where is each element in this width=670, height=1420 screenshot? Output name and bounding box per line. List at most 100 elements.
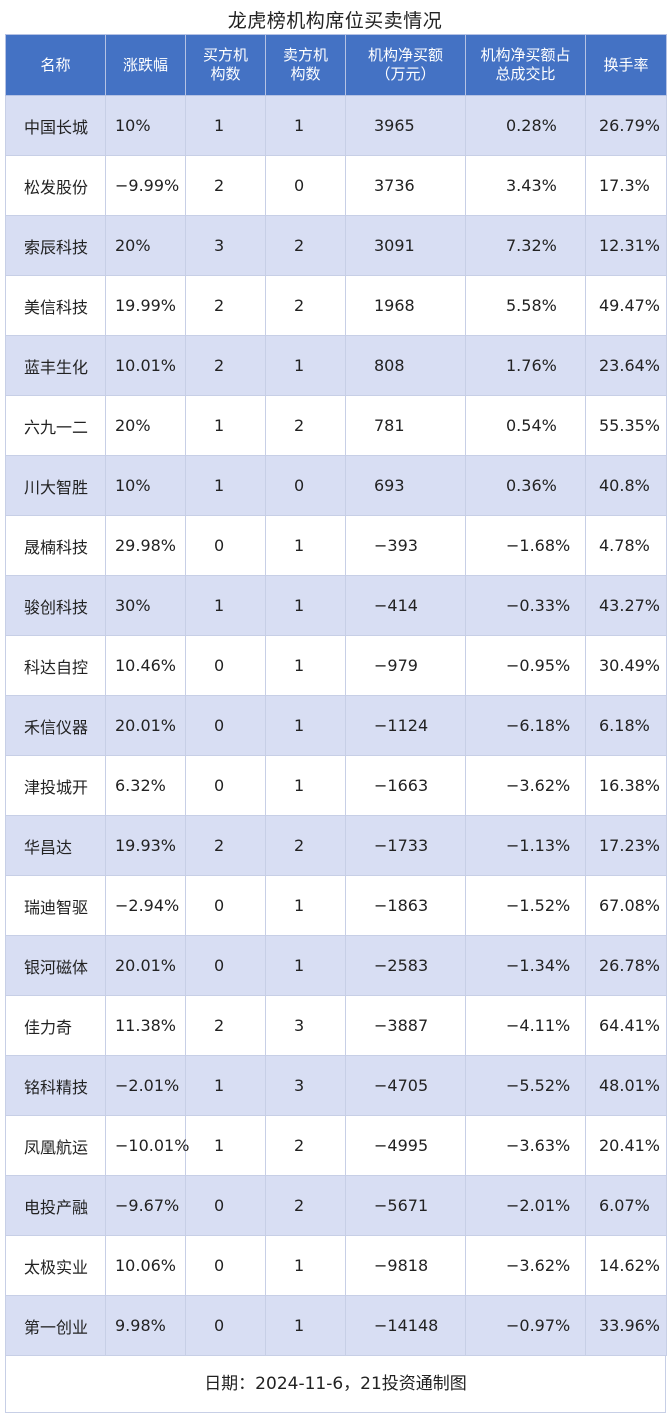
table-row: 美信科技 19.99% 2 2 1968 5.58% 49.47% xyxy=(5,275,667,336)
cell-sell-count: 2 xyxy=(265,395,346,456)
cell-name: 禾信仪器 xyxy=(5,695,106,756)
table-row: 蓝丰生化 10.01% 2 1 808 1.76% 23.64% xyxy=(5,335,667,396)
cell-net-buy: 3736 xyxy=(345,155,466,216)
cell-change: 10.06% xyxy=(105,1235,186,1296)
cell-buy-count: 0 xyxy=(185,1295,266,1356)
cell-change: −2.94% xyxy=(105,875,186,936)
cell-change: 6.32% xyxy=(105,755,186,816)
cell-name: 铭科精技 xyxy=(5,1055,106,1116)
cell-net-buy-ratio: −0.33% xyxy=(465,575,586,636)
cell-turnover: 55.35% xyxy=(585,395,667,456)
cell-net-buy-ratio: −1.34% xyxy=(465,935,586,996)
cell-turnover: 43.27% xyxy=(585,575,667,636)
cell-name: 银河磁体 xyxy=(5,935,106,996)
table-row: 瑞迪智驱 −2.94% 0 1 −1863 −1.52% 67.08% xyxy=(5,875,667,936)
cell-sell-count: 1 xyxy=(265,1295,346,1356)
cell-net-buy-ratio: −1.68% xyxy=(465,515,586,576)
cell-sell-count: 1 xyxy=(265,755,346,816)
column-header-turnover: 换手率 xyxy=(585,34,667,96)
column-header-net-buy: 机构净买额 （万元） xyxy=(345,34,466,96)
cell-turnover: 48.01% xyxy=(585,1055,667,1116)
table-row: 太极实业 10.06% 0 1 −9818 −3.62% 14.62% xyxy=(5,1235,667,1296)
cell-turnover: 33.96% xyxy=(585,1295,667,1356)
cell-name: 电投产融 xyxy=(5,1175,106,1236)
cell-net-buy-ratio: −1.52% xyxy=(465,875,586,936)
cell-change: −2.01% xyxy=(105,1055,186,1116)
cell-sell-count: 1 xyxy=(265,95,346,156)
cell-change: 20% xyxy=(105,395,186,456)
cell-net-buy: −5671 xyxy=(345,1175,466,1236)
cell-sell-count: 1 xyxy=(265,575,346,636)
cell-net-buy-ratio: −2.01% xyxy=(465,1175,586,1236)
cell-name: 蓝丰生化 xyxy=(5,335,106,396)
cell-change: 20.01% xyxy=(105,935,186,996)
cell-turnover: 40.8% xyxy=(585,455,667,516)
cell-sell-count: 1 xyxy=(265,635,346,696)
cell-net-buy: −1663 xyxy=(345,755,466,816)
cell-buy-count: 0 xyxy=(185,1175,266,1236)
cell-net-buy: −3887 xyxy=(345,995,466,1056)
cell-name: 松发股份 xyxy=(5,155,106,216)
column-header-net-buy-ratio: 机构净买额占 总成交比 xyxy=(465,34,586,96)
cell-net-buy: 808 xyxy=(345,335,466,396)
cell-net-buy-ratio: −1.13% xyxy=(465,815,586,876)
cell-turnover: 16.38% xyxy=(585,755,667,816)
cell-turnover: 12.31% xyxy=(585,215,667,276)
cell-buy-count: 0 xyxy=(185,755,266,816)
cell-net-buy-ratio: −6.18% xyxy=(465,695,586,756)
cell-net-buy-ratio: 7.32% xyxy=(465,215,586,276)
cell-net-buy: 3965 xyxy=(345,95,466,156)
cell-change: 30% xyxy=(105,575,186,636)
cell-sell-count: 2 xyxy=(265,1175,346,1236)
column-header-name: 名称 xyxy=(5,34,106,96)
cell-buy-count: 2 xyxy=(185,815,266,876)
table-body: 中国长城 10% 1 1 3965 0.28% 26.79% 松发股份 −9.99% 2 0 3736… xyxy=(5,95,667,1356)
cell-net-buy: −414 xyxy=(345,575,466,636)
cell-sell-count: 1 xyxy=(265,1235,346,1296)
cell-buy-count: 1 xyxy=(185,1115,266,1176)
table-row: 科达自控 10.46% 0 1 −979 −0.95% 30.49% xyxy=(5,635,667,696)
cell-buy-count: 0 xyxy=(185,935,266,996)
institution-trading-table: 名称 涨跌幅 买方机 构数 卖方机 构数 机构净买额 （万元） 机构净买额占 总成交比 换手率 中国… xyxy=(5,34,667,1356)
cell-turnover: 23.64% xyxy=(585,335,667,396)
cell-net-buy-ratio: −0.97% xyxy=(465,1295,586,1356)
table-row: 骏创科技 30% 1 1 −414 −0.33% 43.27% xyxy=(5,575,667,636)
cell-net-buy-ratio: −3.62% xyxy=(465,1235,586,1296)
cell-buy-count: 2 xyxy=(185,275,266,336)
table-title: 龙虎榜机构席位买卖情况 xyxy=(227,10,443,32)
cell-net-buy: −9818 xyxy=(345,1235,466,1296)
cell-sell-count: 2 xyxy=(265,1115,346,1176)
table-row: 津投城开 6.32% 0 1 −1663 −3.62% 16.38% xyxy=(5,755,667,816)
table-row: 六九一二 20% 1 2 781 0.54% 55.35% xyxy=(5,395,667,456)
cell-name: 中国长城 xyxy=(5,95,106,156)
table-row: 晟楠科技 29.98% 0 1 −393 −1.68% 4.78% xyxy=(5,515,667,576)
cell-net-buy: −2583 xyxy=(345,935,466,996)
cell-sell-count: 0 xyxy=(265,455,346,516)
cell-change: −9.99% xyxy=(105,155,186,216)
cell-sell-count: 3 xyxy=(265,995,346,1056)
cell-buy-count: 1 xyxy=(185,95,266,156)
cell-net-buy-ratio: 5.58% xyxy=(465,275,586,336)
cell-buy-count: 1 xyxy=(185,575,266,636)
cell-change: 20% xyxy=(105,215,186,276)
cell-sell-count: 0 xyxy=(265,155,346,216)
cell-buy-count: 1 xyxy=(185,1055,266,1116)
cell-turnover: 14.62% xyxy=(585,1235,667,1296)
cell-net-buy-ratio: −0.95% xyxy=(465,635,586,696)
cell-buy-count: 1 xyxy=(185,395,266,456)
column-header-buy-count: 买方机 构数 xyxy=(185,34,266,96)
column-header-change: 涨跌幅 xyxy=(105,34,186,96)
table-row: 索辰科技 20% 3 2 3091 7.32% 12.31% xyxy=(5,215,667,276)
cell-net-buy-ratio: 0.28% xyxy=(465,95,586,156)
table-row: 铭科精技 −2.01% 1 3 −4705 −5.52% 48.01% xyxy=(5,1055,667,1116)
cell-buy-count: 0 xyxy=(185,875,266,936)
cell-name: 佳力奇 xyxy=(5,995,106,1056)
cell-turnover: 67.08% xyxy=(585,875,667,936)
cell-net-buy: −1863 xyxy=(345,875,466,936)
table-row: 电投产融 −9.67% 0 2 −5671 −2.01% 6.07% xyxy=(5,1175,667,1236)
cell-net-buy: −1124 xyxy=(345,695,466,756)
cell-net-buy: −1733 xyxy=(345,815,466,876)
cell-turnover: 6.18% xyxy=(585,695,667,756)
cell-sell-count: 1 xyxy=(265,515,346,576)
cell-sell-count: 1 xyxy=(265,335,346,396)
